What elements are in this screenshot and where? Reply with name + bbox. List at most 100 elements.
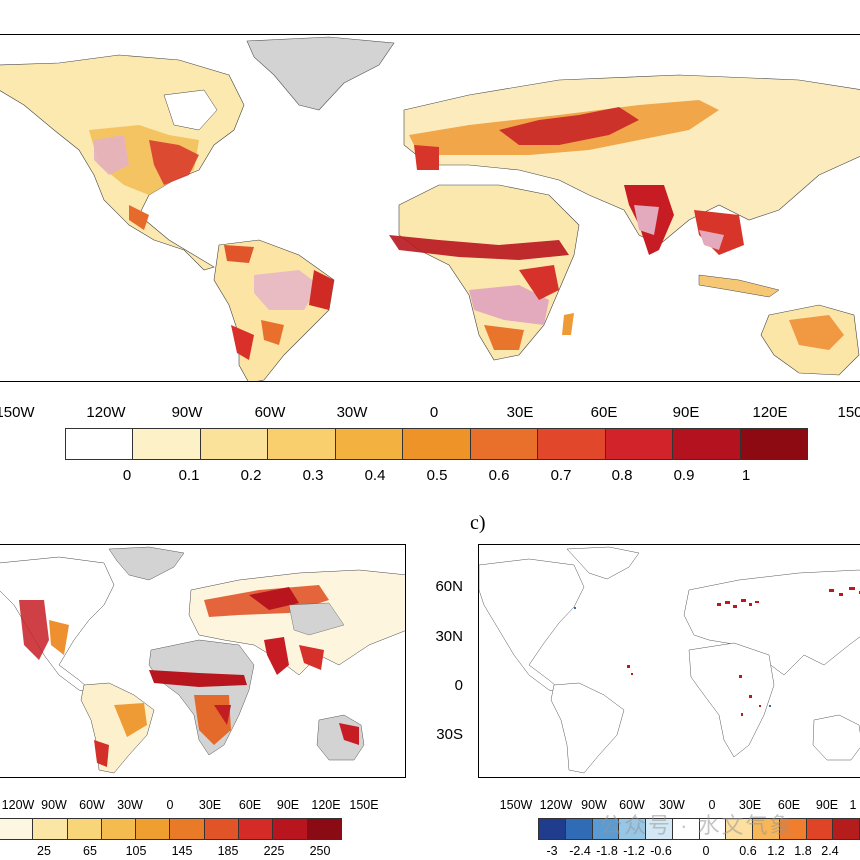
colorbar-swatch: [307, 819, 341, 839]
colorbar-label: 0.4: [364, 467, 386, 484]
lat-label: 30S: [436, 726, 463, 743]
colorbar-swatch: [239, 819, 274, 839]
world-map-a: [0, 36, 860, 381]
lon-label: 120E: [311, 798, 341, 812]
lon-label: 60E: [777, 798, 801, 812]
colorbar-label: 185: [217, 844, 239, 858]
colorbar-swatch: [66, 429, 134, 459]
colorbar-swatch: [672, 819, 700, 839]
colorbar-label: 105: [125, 844, 147, 858]
colorbar-swatch: [204, 819, 240, 839]
world-map-c: [479, 546, 860, 774]
lon-label: 60W: [619, 798, 645, 812]
colorbar-swatch: [806, 819, 834, 839]
colorbar-swatch: [268, 429, 336, 459]
lon-label: 30E: [738, 798, 762, 812]
lat-label: 30N: [435, 628, 463, 645]
colorbar-label: 0.1: [178, 467, 200, 484]
colorbar-label: 1.8: [794, 844, 812, 858]
lon-label: 60W: [79, 798, 105, 812]
colorbar-label: 0.6: [739, 844, 757, 858]
colorbar-swatch: [273, 819, 308, 839]
colorbar-swatch: [538, 429, 606, 459]
lon-label: 0: [429, 404, 439, 421]
colorbar-swatch: [33, 819, 68, 839]
colorbar-swatch: [592, 819, 620, 839]
lon-label: 150W: [0, 404, 35, 421]
lon-label: 30W: [659, 798, 685, 812]
colorbar-swatch: [539, 819, 566, 839]
colorbar-label: 0: [122, 467, 132, 484]
colorbar-label: 0.9: [673, 467, 695, 484]
colorbar-label: 1.2: [767, 844, 785, 858]
colorbar-swatch: [605, 429, 674, 459]
colorbar-label: -1.2: [623, 844, 645, 858]
lon-label: 120W: [539, 798, 573, 812]
lon-label: 30W: [117, 798, 143, 812]
lon-label: 0: [166, 798, 174, 812]
colorbar-swatch: [170, 819, 205, 839]
colorbar-label: 2.4: [821, 844, 839, 858]
lon-label: 150W: [499, 798, 533, 812]
lon-label: 120W: [1, 798, 35, 812]
colorbar-swatch: [335, 429, 404, 459]
colorbar-swatch: [833, 819, 859, 839]
colorbar-label: 0.5: [426, 467, 448, 484]
lon-label: 30W: [336, 404, 368, 421]
colorbar-label: 0.6: [488, 467, 510, 484]
colorbar-label: 0.3: [302, 467, 324, 484]
panel-a-colorbar: [65, 428, 808, 460]
colorbar-swatch: [136, 819, 171, 839]
lon-label: 30E: [198, 798, 222, 812]
lon-label: 60E: [590, 404, 618, 421]
colorbar-swatch: [67, 819, 102, 839]
colorbar-swatch: [133, 429, 201, 459]
colorbar-label: 0.7: [550, 467, 572, 484]
lon-label: 150: [837, 404, 860, 421]
colorbar-swatch: [470, 429, 539, 459]
colorbar-label: -3: [546, 844, 558, 858]
colorbar-label: 0.2: [240, 467, 262, 484]
lon-label: 90W: [581, 798, 607, 812]
lat-label: 0: [454, 677, 463, 694]
lon-label: 60W: [254, 404, 286, 421]
colorbar-label: 250: [309, 844, 331, 858]
colorbar-swatch: [403, 429, 471, 459]
lon-label: 30E: [506, 404, 534, 421]
lon-label: 60E: [238, 798, 262, 812]
colorbar-swatch: [565, 819, 593, 839]
panel-c-letter: c): [470, 512, 486, 534]
lat-label: 60N: [435, 578, 463, 595]
colorbar-swatch: [200, 429, 269, 459]
colorbar-swatch: [619, 819, 646, 839]
lon-label: 150E: [349, 798, 379, 812]
lon-label: 90E: [276, 798, 300, 812]
colorbar-label: 145: [171, 844, 193, 858]
colorbar-swatch: [699, 819, 727, 839]
lon-label: 1: [849, 798, 857, 812]
panel-b-colorbar: [0, 818, 342, 840]
panel-c-colorbar: [538, 818, 860, 840]
colorbar-label: -2.4: [569, 844, 591, 858]
colorbar-label: 1: [741, 467, 751, 484]
lon-label: 120W: [86, 404, 126, 421]
lon-label: 0: [708, 798, 716, 812]
colorbar-label: 25: [37, 844, 51, 858]
colorbar-swatch: [740, 429, 807, 459]
colorbar-swatch: [646, 819, 673, 839]
lon-label: 120E: [752, 404, 788, 421]
panel-b-map: [0, 544, 406, 778]
colorbar-label: 0: [702, 844, 710, 858]
colorbar-swatch: [101, 819, 137, 839]
panel-c-map: [478, 544, 860, 778]
colorbar-swatch: [753, 819, 780, 839]
colorbar-swatch: [779, 819, 807, 839]
colorbar-label: 0.8: [611, 467, 633, 484]
colorbar-label: -0.6: [650, 844, 672, 858]
colorbar-label: 65: [83, 844, 97, 858]
world-map-b: [0, 546, 405, 774]
colorbar-swatch: [673, 429, 741, 459]
lon-label: 90W: [41, 798, 67, 812]
colorbar-label: 225: [263, 844, 285, 858]
panel-a-map: [0, 34, 860, 382]
